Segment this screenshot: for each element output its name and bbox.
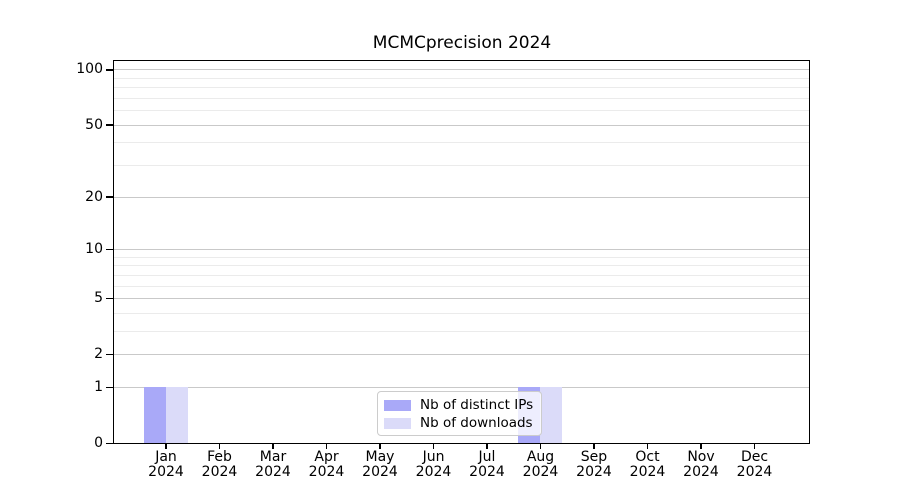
y-tick-mark bbox=[106, 386, 113, 389]
x-tick-label: Feb 2024 bbox=[201, 449, 238, 480]
y-tick-label: 5 bbox=[94, 290, 103, 306]
legend-entry: Nb of downloads bbox=[384, 415, 535, 431]
y-tick-label: 2 bbox=[94, 346, 103, 363]
x-tick-mark bbox=[593, 444, 595, 449]
bar-nb-of-distinct-ips-jan bbox=[143, 386, 166, 443]
gridline-minor bbox=[114, 256, 809, 258]
x-tick-label: Jul 2024 bbox=[469, 449, 505, 480]
gridline-minor bbox=[114, 87, 809, 89]
gridline-minor bbox=[114, 265, 809, 267]
y-tick-label: 20 bbox=[85, 188, 103, 205]
x-tick-mark bbox=[539, 444, 542, 449]
y-tick-label: 50 bbox=[85, 116, 103, 133]
x-tick-mark bbox=[325, 444, 328, 449]
x-tick-label: May 2024 bbox=[362, 449, 398, 480]
x-tick-label: Jan 2024 bbox=[148, 449, 184, 480]
gridline-major bbox=[114, 386, 809, 388]
legend-label: Nb of downloads bbox=[420, 415, 533, 431]
y-tick-mark bbox=[106, 297, 113, 300]
bar-nb-of-downloads-jan bbox=[165, 386, 188, 443]
x-tick-mark bbox=[700, 444, 702, 449]
y-tick-label: 0 bbox=[94, 435, 103, 451]
gridline-major bbox=[114, 69, 809, 71]
gridline-minor bbox=[114, 285, 809, 287]
x-tick-label: Apr 2024 bbox=[308, 449, 345, 480]
legend-entry: Nb of distinct IPs bbox=[384, 397, 535, 413]
gridline-minor bbox=[114, 330, 809, 332]
plot-area: Nb of distinct IPs Nb of downloads bbox=[113, 60, 810, 444]
gridline-major bbox=[114, 298, 809, 299]
gridline-major bbox=[114, 196, 809, 198]
legend-swatch-icon bbox=[384, 417, 411, 429]
x-tick-mark bbox=[753, 444, 756, 449]
x-tick-mark bbox=[379, 444, 381, 449]
y-tick-label: 100 bbox=[76, 61, 103, 78]
y-tick-label: 10 bbox=[85, 240, 103, 257]
legend-label: Nb of distinct IPs bbox=[420, 397, 534, 413]
gridline-minor bbox=[114, 312, 809, 314]
legend-swatch-icon bbox=[384, 399, 411, 411]
x-tick-mark bbox=[646, 444, 649, 449]
chart-title: MCMCprecision 2024 bbox=[372, 33, 552, 53]
gridline-minor bbox=[114, 97, 809, 99]
gridline-major bbox=[114, 354, 809, 356]
y-tick-mark bbox=[106, 442, 113, 445]
x-tick-label: Nov 2024 bbox=[683, 449, 719, 480]
x-tick-mark bbox=[165, 444, 167, 449]
x-tick-label: Sep 2024 bbox=[576, 449, 612, 480]
y-tick-label: 1 bbox=[94, 378, 103, 395]
x-tick-mark bbox=[272, 444, 274, 449]
gridline-minor bbox=[114, 142, 809, 144]
gridline-minor bbox=[114, 274, 809, 276]
y-tick-mark bbox=[106, 248, 113, 251]
x-tick-label: Mar 2024 bbox=[255, 449, 291, 480]
bar-nb-of-downloads-aug bbox=[540, 386, 562, 443]
gridline-minor bbox=[114, 165, 809, 166]
x-tick-mark bbox=[486, 444, 488, 449]
legend: Nb of distinct IPs Nb of downloads bbox=[377, 391, 542, 436]
x-tick-label: Aug 2024 bbox=[522, 449, 559, 480]
y-tick-mark bbox=[106, 69, 113, 71]
y-tick-mark bbox=[106, 124, 113, 126]
x-tick-mark bbox=[432, 444, 435, 449]
x-tick-mark bbox=[218, 444, 221, 449]
gridline-major bbox=[114, 248, 809, 250]
gridline-minor bbox=[114, 77, 809, 79]
x-tick-label: Oct 2024 bbox=[629, 449, 666, 480]
x-tick-label: Jun 2024 bbox=[415, 449, 452, 480]
gridline-major bbox=[114, 124, 809, 126]
gridline-minor bbox=[114, 110, 809, 112]
x-tick-label: Dec 2024 bbox=[736, 449, 773, 480]
y-tick-mark bbox=[106, 196, 113, 198]
y-tick-mark bbox=[106, 353, 113, 356]
